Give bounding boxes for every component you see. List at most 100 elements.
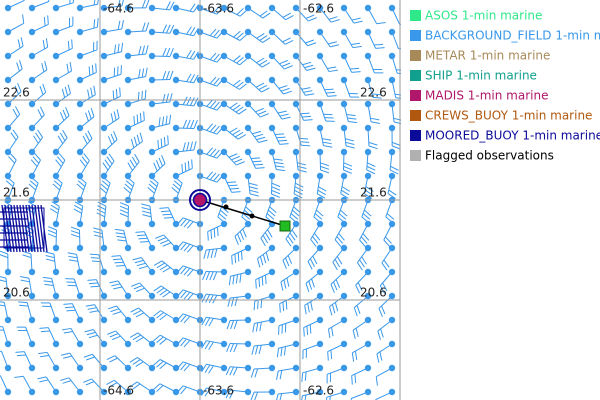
barb-shaft — [367, 55, 375, 74]
barb-shaft — [151, 101, 170, 105]
barb-shaft — [343, 103, 349, 122]
barb-shaft — [79, 116, 95, 129]
barb-feather — [116, 235, 126, 239]
barb-feather — [330, 44, 340, 48]
legend-swatch[interactable] — [410, 150, 421, 161]
barb-shaft — [352, 343, 369, 354]
barb-feather — [255, 167, 265, 169]
barb-feather — [258, 278, 261, 288]
legend-label[interactable]: ASOS 1-min marine — [425, 9, 542, 23]
barb-shaft — [332, 247, 345, 263]
barb-shaft — [340, 175, 345, 194]
barb-feather — [276, 168, 286, 172]
barb-feather — [156, 312, 165, 319]
station-dot — [28, 292, 36, 300]
barb-feather — [129, 357, 138, 363]
legend-label[interactable]: CREWS_BUOY 1-min marine — [425, 109, 592, 123]
barb-feather — [82, 135, 88, 145]
barb-feather — [91, 64, 94, 74]
barb-feather — [391, 145, 401, 150]
barb-feather — [43, 16, 46, 26]
barb-feather — [69, 0, 71, 4]
barb-feather — [165, 47, 171, 57]
barb-feather — [83, 153, 90, 161]
barb-shaft — [73, 278, 81, 297]
barb-feather — [351, 71, 361, 73]
barb-feather — [283, 279, 287, 289]
legend-label[interactable]: MOORED_BUOY 1-min marine — [425, 129, 600, 143]
barb-feather — [207, 231, 209, 241]
barb-feather — [233, 158, 243, 163]
barb-shaft — [199, 103, 218, 111]
legend-label[interactable]: BACKGROUND_FIELD 1-min m — [425, 29, 600, 43]
barb-feather — [14, 106, 21, 115]
barb-feather — [293, 193, 303, 199]
barb-feather — [261, 62, 271, 68]
barb-feather — [208, 318, 214, 327]
barb-feather — [180, 242, 187, 251]
legend-swatch[interactable] — [410, 30, 421, 41]
barb-feather — [162, 70, 167, 80]
barb-feather — [282, 260, 287, 269]
barb-feather — [360, 236, 368, 244]
barb-feather — [45, 254, 55, 259]
barb-shaft — [79, 71, 97, 81]
barb-shaft — [271, 55, 285, 70]
barb-feather — [189, 119, 195, 129]
barb-feather — [359, 259, 365, 268]
legend-swatch[interactable] — [410, 90, 421, 101]
legend-swatch[interactable] — [410, 70, 421, 81]
barb-feather — [301, 372, 304, 382]
barb-shaft — [182, 385, 201, 393]
barb-feather — [232, 79, 241, 87]
barb-feather — [255, 279, 257, 289]
barb-feather — [309, 258, 315, 267]
barb-feather — [109, 280, 119, 284]
barb-shaft — [103, 73, 122, 81]
legend-label[interactable]: Flagged observations — [425, 149, 554, 163]
legend-swatch[interactable] — [410, 50, 421, 61]
barb-feather — [76, 183, 85, 191]
barb-feather — [345, 141, 355, 146]
barb-feather — [189, 74, 196, 83]
barb-feather — [251, 345, 255, 355]
barb-feather — [44, 283, 54, 287]
legend-swatch[interactable] — [410, 10, 421, 21]
legend-label[interactable]: METAR 1-min marine — [425, 49, 550, 63]
barb-feather — [141, 210, 151, 214]
legend-label[interactable]: MADIS 1-min marine — [425, 89, 548, 103]
barb-feather — [318, 186, 327, 192]
barb-feather — [183, 291, 191, 300]
barb-shaft — [103, 51, 122, 57]
legend-swatch[interactable] — [410, 110, 421, 121]
barb-shaft — [230, 389, 249, 393]
barb-shaft — [151, 123, 170, 129]
barb-feather — [125, 180, 134, 187]
track-point — [223, 204, 229, 210]
barb-feather — [230, 297, 235, 307]
barb-feather — [294, 189, 303, 195]
legend-swatch[interactable] — [410, 130, 421, 141]
barb-shaft — [70, 328, 81, 345]
barb-feather — [176, 337, 184, 345]
barb-shaft — [55, 70, 72, 81]
barb-feather — [291, 209, 300, 217]
barb-feather — [328, 41, 338, 45]
barb-feather — [308, 280, 313, 290]
barb-feather — [182, 142, 186, 152]
barb-feather — [367, 162, 376, 168]
legend-label[interactable]: SHIP 1-min marine — [425, 69, 537, 83]
barb-feather — [7, 176, 15, 184]
barb-feather — [306, 67, 316, 71]
barb-feather — [193, 27, 199, 36]
barb-feather — [133, 309, 142, 315]
barb-shaft — [7, 0, 25, 9]
barb-feather — [381, 305, 386, 315]
barb-shaft — [379, 271, 393, 286]
barb-feather — [93, 227, 103, 231]
barb-feather — [42, 83, 47, 93]
barb-shaft — [367, 103, 372, 122]
barb-feather — [279, 143, 289, 145]
barb-feather — [0, 276, 7, 279]
barb-feather — [193, 97, 199, 107]
